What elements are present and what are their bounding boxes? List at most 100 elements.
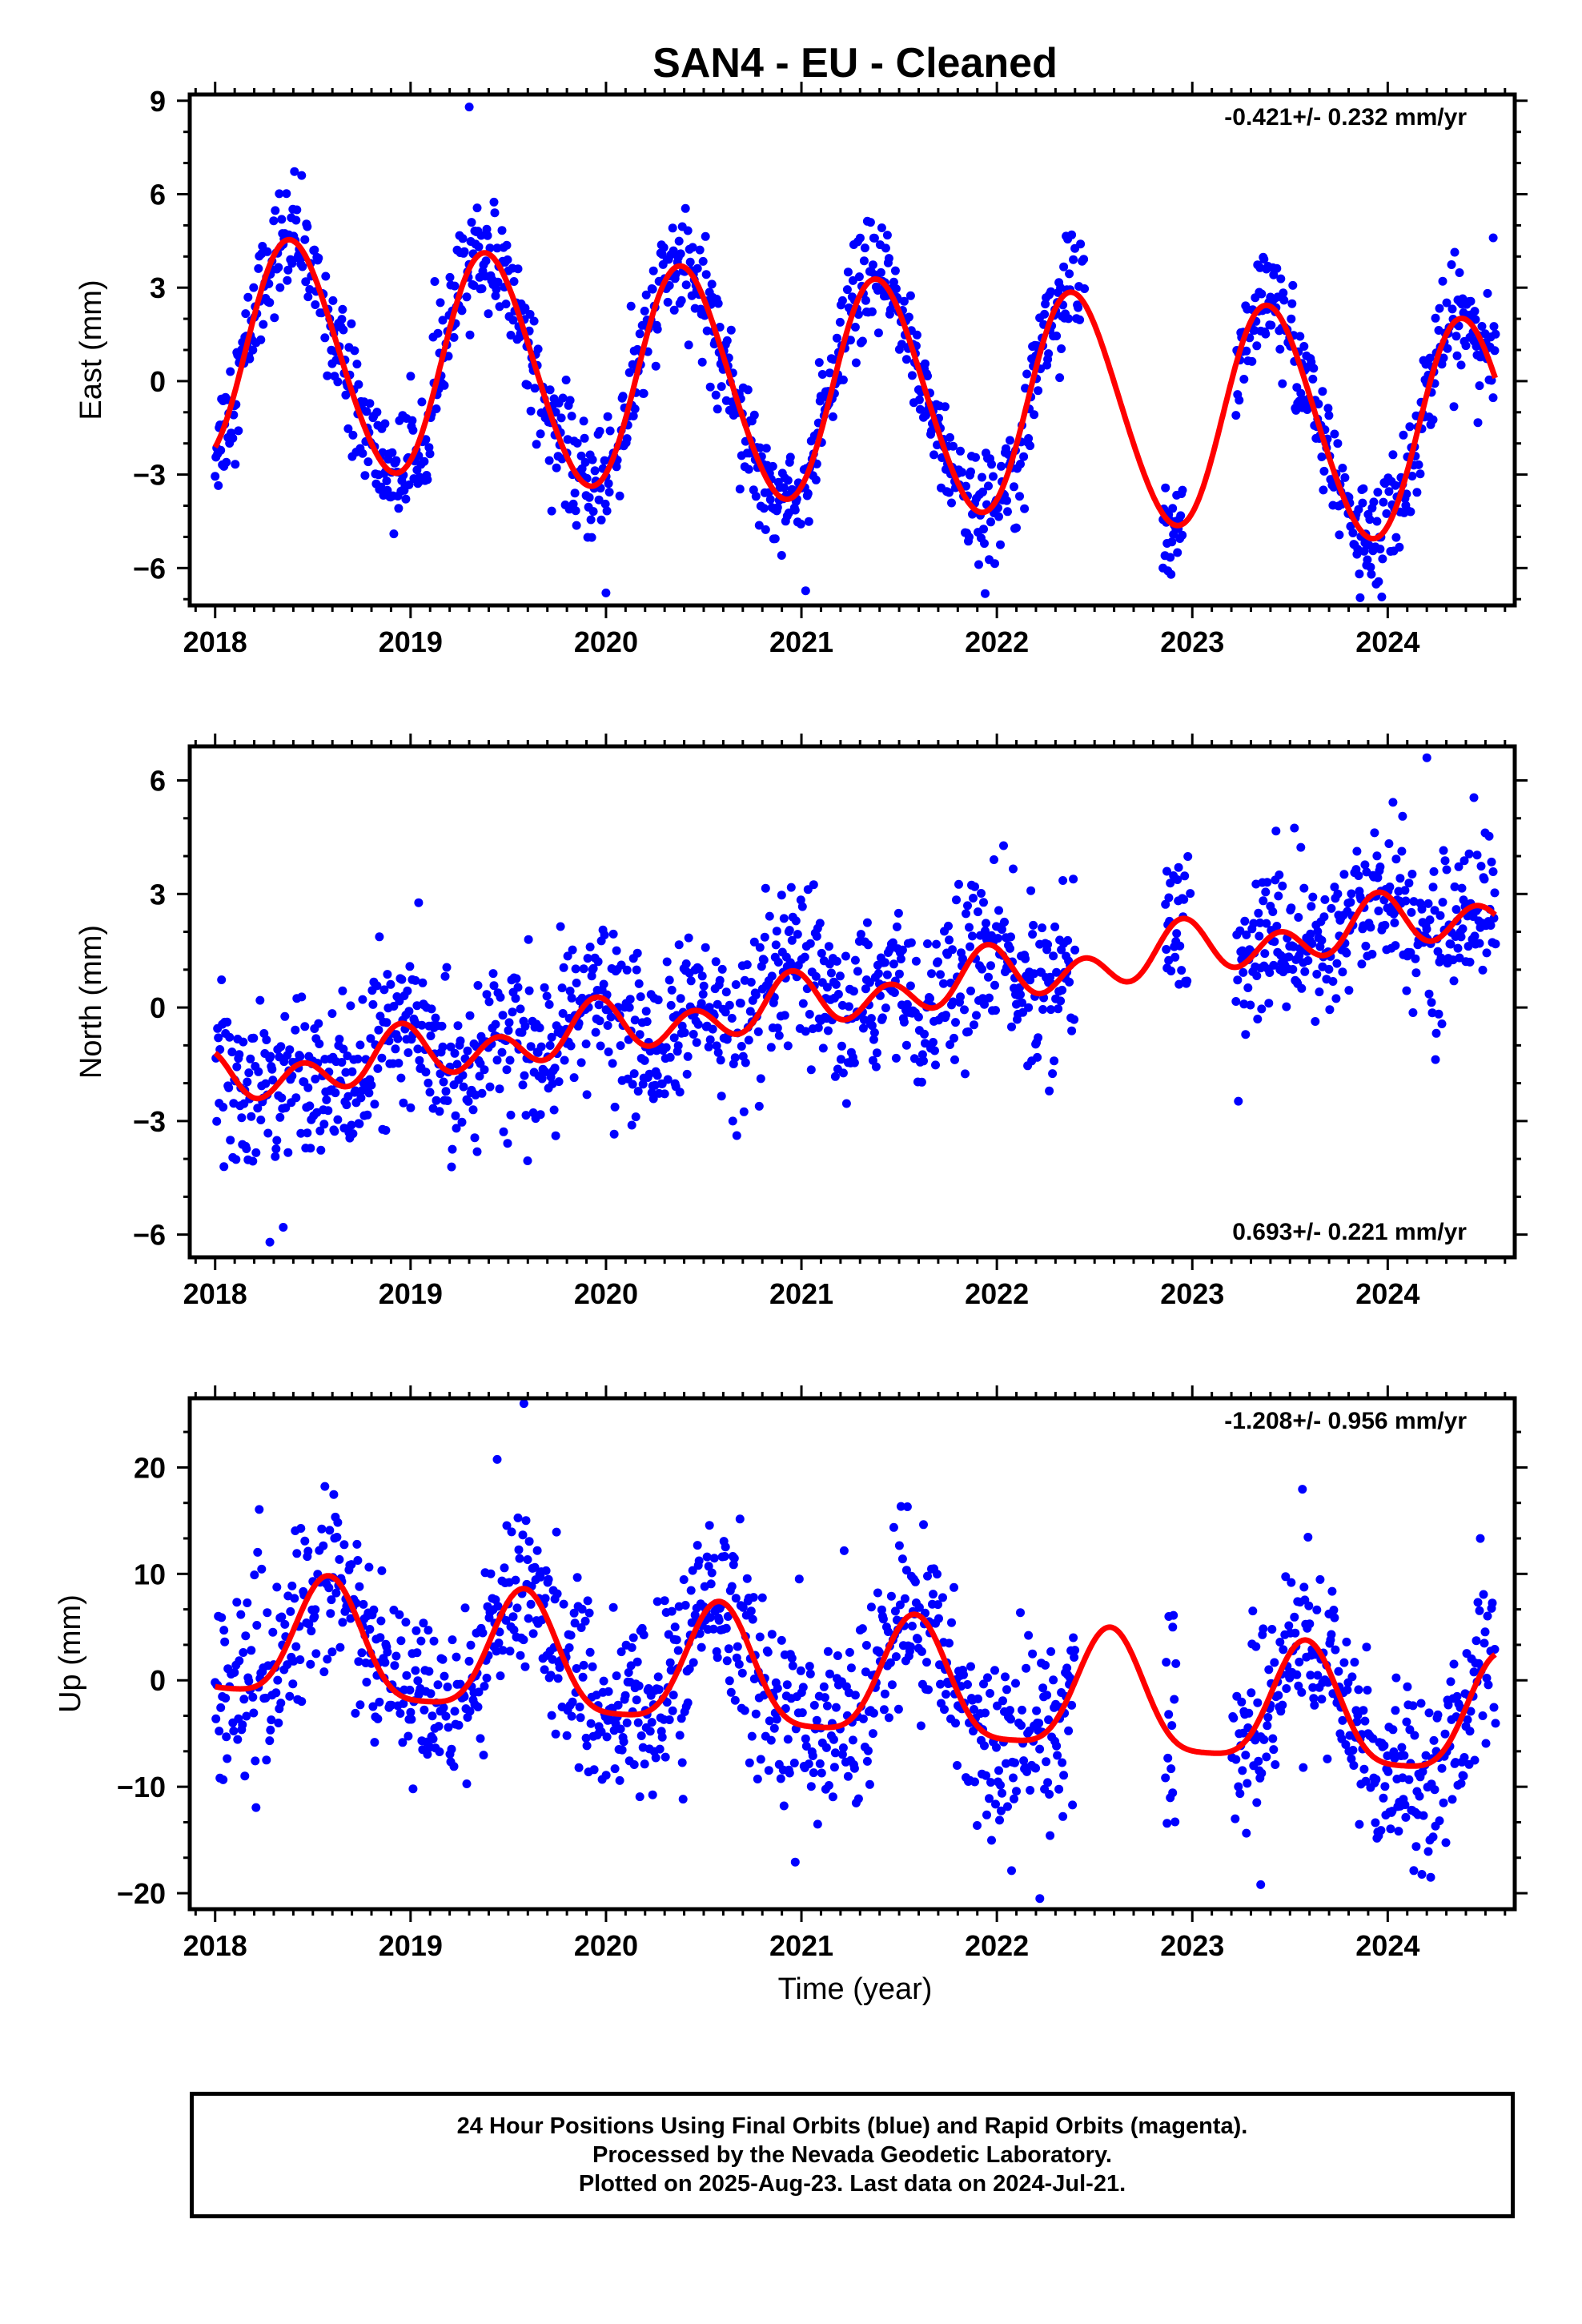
- up-point: [1363, 1686, 1372, 1695]
- up-point: [934, 1600, 942, 1610]
- north-point: [730, 1053, 740, 1063]
- east-y-tick-label: −6: [133, 552, 166, 585]
- up-point: [1439, 1798, 1448, 1807]
- north-point: [1046, 1005, 1056, 1015]
- north-point: [1253, 1015, 1263, 1023]
- north-point: [1366, 923, 1375, 932]
- north-point: [1470, 931, 1480, 941]
- east-point: [843, 267, 853, 277]
- up-point: [464, 1656, 474, 1666]
- north-point: [1182, 976, 1192, 986]
- north-point: [1183, 852, 1193, 861]
- north-point: [1180, 871, 1190, 881]
- east-point: [449, 332, 459, 342]
- up-point: [1408, 1701, 1418, 1711]
- up-point: [222, 1732, 231, 1742]
- north-point: [595, 1016, 604, 1026]
- north-point: [1397, 846, 1407, 856]
- east-point: [1261, 329, 1271, 339]
- north-point: [994, 906, 1003, 915]
- east-point: [1069, 255, 1078, 264]
- up-point: [357, 1648, 367, 1658]
- north-point: [823, 1026, 833, 1035]
- north-point: [1431, 1028, 1441, 1038]
- up-point: [1376, 1826, 1386, 1835]
- up-point: [747, 1731, 757, 1741]
- east-point: [612, 462, 621, 472]
- up-point: [745, 1758, 754, 1767]
- east-point: [421, 435, 431, 444]
- east-point: [882, 231, 892, 240]
- east-point: [855, 233, 865, 243]
- up-point: [812, 1715, 821, 1725]
- up-point: [1446, 1677, 1456, 1687]
- up-point: [1234, 1782, 1243, 1791]
- north-point: [315, 1039, 324, 1048]
- east-point: [501, 300, 511, 309]
- up-point: [689, 1658, 698, 1667]
- east-point: [930, 450, 938, 460]
- east-point: [904, 312, 913, 322]
- up-point: [1019, 1756, 1029, 1766]
- east-point: [291, 215, 301, 225]
- east-point: [339, 325, 348, 335]
- up-point: [924, 1685, 933, 1695]
- up-point: [1170, 1695, 1179, 1704]
- north-point: [591, 1027, 600, 1037]
- east-point: [245, 354, 255, 364]
- north-point: [1423, 899, 1433, 908]
- east-point: [626, 301, 636, 311]
- up-point: [886, 1591, 896, 1601]
- north-point: [736, 999, 745, 1008]
- north-point: [942, 1011, 950, 1020]
- north-point: [231, 1155, 241, 1164]
- up-point: [1270, 1658, 1279, 1667]
- up-point: [352, 1539, 362, 1549]
- east-point: [861, 296, 870, 305]
- up-point: [790, 1857, 800, 1867]
- east-point: [946, 432, 954, 442]
- up-point: [223, 1754, 232, 1763]
- north-point: [498, 1011, 508, 1020]
- north-point: [459, 1082, 468, 1092]
- north-point: [970, 1020, 978, 1030]
- north-point: [926, 994, 934, 1003]
- east-point: [360, 471, 370, 480]
- east-point: [890, 266, 900, 275]
- up-point: [640, 1759, 649, 1769]
- up-point: [324, 1583, 334, 1593]
- up-point: [1451, 1758, 1460, 1767]
- north-point: [368, 999, 378, 1009]
- up-point: [942, 1690, 950, 1699]
- north-point: [1070, 945, 1080, 955]
- north-point: [1442, 865, 1452, 875]
- up-point: [938, 1593, 947, 1602]
- east-point: [256, 335, 266, 344]
- north-point: [1330, 883, 1339, 892]
- north-point: [741, 1058, 750, 1068]
- north-point: [1240, 916, 1250, 926]
- north-point: [797, 902, 807, 911]
- north-point: [542, 991, 552, 1001]
- north-point: [712, 1041, 721, 1051]
- up-point: [685, 1664, 694, 1674]
- up-point: [1237, 1697, 1247, 1707]
- north-point: [749, 937, 759, 947]
- east-point: [604, 479, 613, 489]
- up-point: [1009, 1773, 1018, 1783]
- east-point: [624, 368, 634, 377]
- up-point: [1331, 1645, 1340, 1655]
- up-point: [1171, 1659, 1181, 1668]
- up-point: [586, 1719, 596, 1728]
- north-point: [383, 970, 392, 979]
- up-point: [387, 1700, 396, 1710]
- up-point: [873, 1588, 882, 1598]
- east-point: [635, 329, 644, 339]
- north-point: [779, 914, 789, 923]
- north-point: [873, 969, 883, 979]
- up-point: [233, 1735, 243, 1744]
- up-point: [1054, 1784, 1064, 1794]
- east-point: [601, 588, 611, 597]
- up-point: [307, 1626, 316, 1636]
- north-x-tick-label: 2024: [1355, 1277, 1419, 1310]
